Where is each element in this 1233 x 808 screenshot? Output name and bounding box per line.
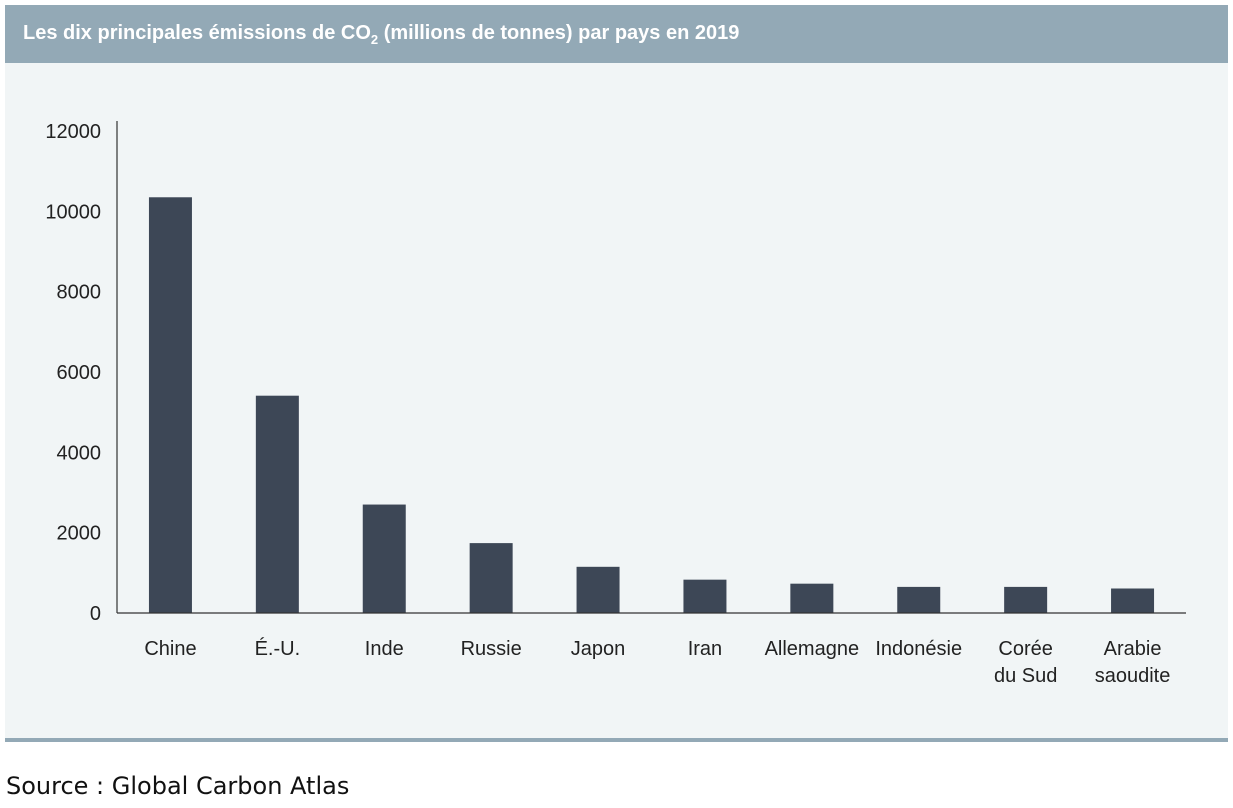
chart-panel [5,63,1228,739]
y-tick-label: 2000 [57,523,102,545]
x-tick-label: Arabie [1104,638,1162,660]
y-tick-label: 6000 [57,362,102,384]
bar [1111,588,1155,613]
x-tick-label: É.-U. [255,637,301,660]
x-tick-label: Corée [998,638,1052,660]
x-tick-label: Iran [688,638,722,660]
bar [148,197,192,613]
bar [790,583,834,613]
y-tick-label: 8000 [57,282,102,304]
y-tick-label: 12000 [45,121,101,143]
bar [683,579,727,613]
y-axis-tick-labels: 0 2000 4000 6000 8000 10000 12000 [45,121,101,625]
bar [469,543,513,613]
x-tick-label: Japon [571,638,626,660]
x-tick-label: du Sud [994,665,1057,687]
x-axis-tick-labels: Chine É.-U. Inde Russie Japon Iran Allemagne In… [144,637,1170,687]
x-tick-label: saoudite [1095,665,1171,687]
bar [1004,586,1048,613]
chart-header: Les dix principales émissions de CO2 (mi… [5,5,1228,63]
bar [897,586,941,613]
x-tick-label: Inde [365,638,404,660]
bar [362,504,406,613]
source-note: Source : Global Carbon Atlas [6,772,350,800]
bar [255,395,299,613]
bars [148,197,1155,613]
x-tick-label: Russie [461,638,522,660]
x-tick-label: Chine [144,638,196,660]
bar [576,566,620,613]
y-tick-label: 0 [90,603,101,625]
bottom-divider [5,738,1228,742]
chart-title: Les dix principales émissions de CO2 (mi… [23,22,740,47]
y-tick-label: 4000 [57,442,102,464]
y-tick-label: 10000 [45,201,101,223]
x-tick-label: Allemagne [765,638,860,660]
x-tick-label: Indonésie [875,638,962,660]
